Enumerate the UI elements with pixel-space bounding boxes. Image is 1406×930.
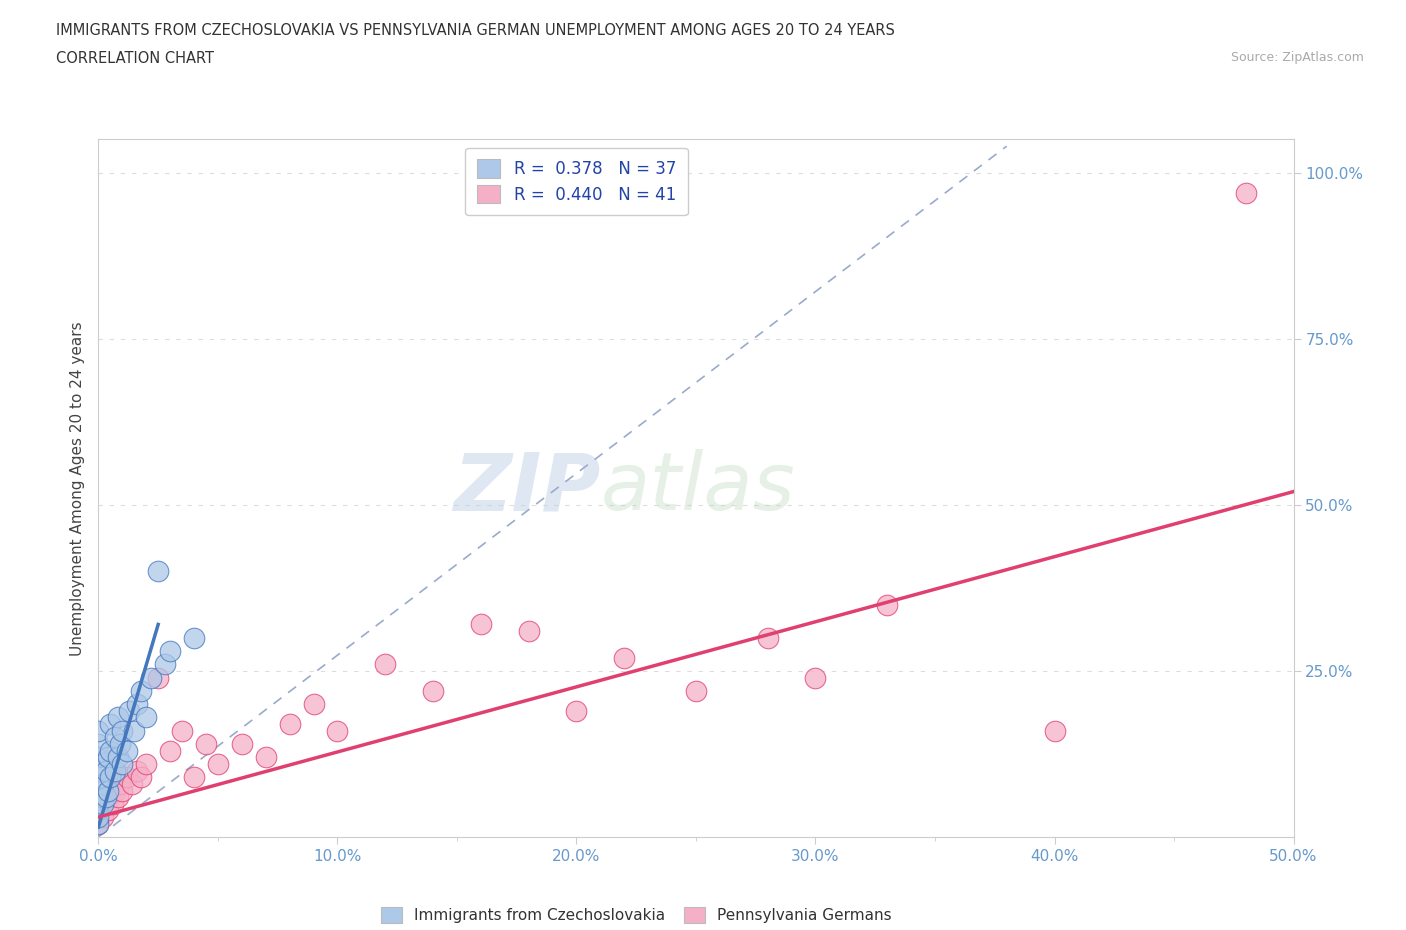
Point [1234,185,1257,200]
Point [107,790,129,804]
Point [124,724,146,738]
Point [87,764,110,778]
Point [97,803,120,817]
Point [111,783,134,798]
Point [98,717,122,732]
Point [94,796,117,811]
Point [94,790,117,804]
Point [131,684,153,698]
Point [87,790,110,804]
Point [97,783,120,798]
Point [374,657,396,671]
Point [91,810,114,825]
Point [135,710,157,724]
Point [139,671,162,685]
Point [87,750,110,764]
Point [87,817,110,831]
Point [876,597,898,612]
Point [172,724,194,738]
Point [121,777,143,791]
Legend: Immigrants from Czechoslovakia, Pennsylvania Germans: Immigrants from Czechoslovakia, Pennsylv… [374,900,898,929]
Point [101,796,124,811]
Text: CORRELATION CHART: CORRELATION CHART [56,51,214,66]
Point [183,631,205,645]
Point [111,724,134,738]
Point [104,730,127,745]
Point [104,783,127,798]
Point [87,777,110,791]
Point [94,764,117,778]
Point [131,770,153,785]
Point [685,684,707,698]
Point [326,724,349,738]
Point [804,671,827,685]
Point [125,697,148,711]
Point [756,631,779,645]
Point [613,650,636,665]
Point [231,737,253,751]
Point [87,796,110,811]
Point [87,737,110,751]
Text: Source: ZipAtlas.com: Source: ZipAtlas.com [1230,51,1364,64]
Point [118,703,141,718]
Point [125,764,148,778]
Point [183,770,205,785]
Point [517,624,540,639]
Point [91,777,114,791]
Point [194,737,217,751]
Point [565,703,588,718]
Point [135,756,157,771]
Point [278,717,301,732]
Point [98,770,122,785]
Point [107,710,129,724]
Point [107,750,129,764]
Point [98,790,122,804]
Point [97,750,120,764]
Point [470,617,492,631]
Point [87,810,110,825]
Point [111,756,134,771]
Point [108,737,131,751]
Point [155,657,177,671]
Text: atlas: atlas [600,449,796,527]
Point [104,764,127,778]
Point [422,684,444,698]
Point [115,743,138,758]
Point [87,790,110,804]
Y-axis label: Unemployment Among Ages 20 to 24 years: Unemployment Among Ages 20 to 24 years [69,321,84,656]
Point [1043,724,1066,738]
Point [87,724,110,738]
Point [207,756,229,771]
Point [159,743,181,758]
Text: ZIP: ZIP [453,449,600,527]
Point [302,697,325,711]
Point [254,750,277,764]
Point [115,770,138,785]
Point [148,671,170,685]
Point [87,777,110,791]
Text: IMMIGRANTS FROM CZECHOSLOVAKIA VS PENNSYLVANIA GERMAN UNEMPLOYMENT AMONG AGES 20: IMMIGRANTS FROM CZECHOSLOVAKIA VS PENNSY… [56,23,896,38]
Point [87,803,110,817]
Point [87,817,110,831]
Point [159,644,181,658]
Point [98,743,122,758]
Point [91,796,114,811]
Point [108,777,131,791]
Point [148,564,170,578]
Point [87,803,110,817]
